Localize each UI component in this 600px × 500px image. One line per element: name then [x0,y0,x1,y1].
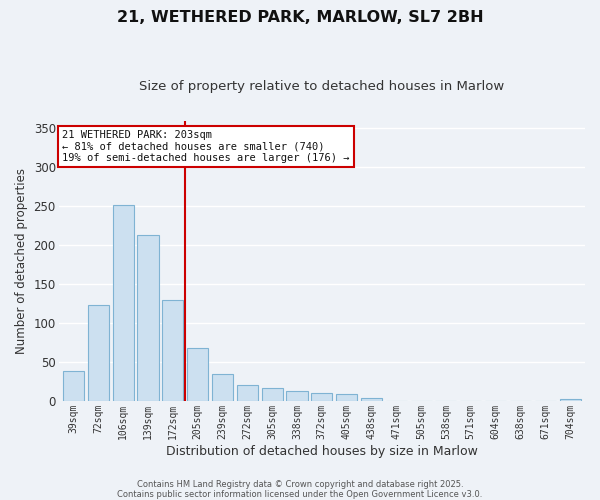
Bar [262,388,283,401]
Bar [137,235,158,401]
Text: 21 WETHERED PARK: 203sqm
← 81% of detached houses are smaller (740)
19% of semi-: 21 WETHERED PARK: 203sqm ← 81% of detach… [62,130,350,163]
Bar [88,305,109,401]
Bar [286,391,308,401]
Bar [113,204,134,401]
Bar [560,398,581,401]
Y-axis label: Number of detached properties: Number of detached properties [15,168,28,354]
Bar [311,393,332,401]
X-axis label: Distribution of detached houses by size in Marlow: Distribution of detached houses by size … [166,444,478,458]
Bar [237,386,258,401]
Text: 21, WETHERED PARK, MARLOW, SL7 2BH: 21, WETHERED PARK, MARLOW, SL7 2BH [116,10,484,25]
Bar [63,372,84,401]
Text: Contains HM Land Registry data © Crown copyright and database right 2025.: Contains HM Land Registry data © Crown c… [137,480,463,489]
Bar [361,398,382,401]
Text: Contains public sector information licensed under the Open Government Licence v3: Contains public sector information licen… [118,490,482,499]
Bar [187,348,208,401]
Bar [212,374,233,401]
Title: Size of property relative to detached houses in Marlow: Size of property relative to detached ho… [139,80,505,93]
Bar [162,300,184,401]
Bar [336,394,357,401]
